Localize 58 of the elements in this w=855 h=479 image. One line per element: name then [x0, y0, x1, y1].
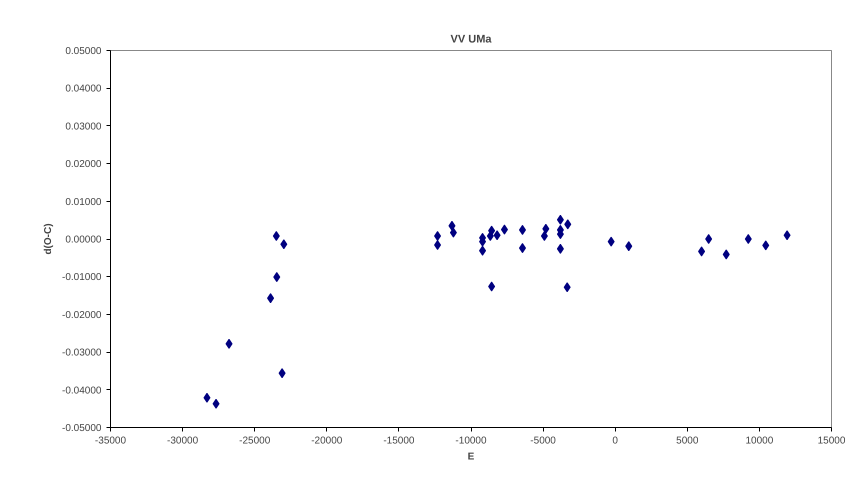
x-tick-label: 0 [612, 436, 618, 446]
y-tick-label: -0.03000 [62, 348, 102, 359]
point [625, 241, 632, 252]
y-tick-label: 0.05000 [65, 46, 102, 57]
y-tick-label: 0.02000 [65, 159, 102, 170]
point [564, 282, 571, 292]
y-tick-label: 0.03000 [65, 121, 102, 132]
point [698, 246, 706, 256]
y-tick-label: 0.01000 [65, 196, 102, 208]
x-tick-label: -25000 [239, 436, 271, 446]
chart-title: VV UMa [450, 34, 492, 46]
point [556, 244, 564, 254]
x-tick-label: -20000 [311, 436, 343, 446]
point [762, 240, 770, 250]
x-tick-label: -35000 [94, 436, 127, 446]
point [518, 243, 526, 254]
point [434, 230, 442, 241]
y-tick-label: -0.02000 [62, 310, 102, 321]
point [448, 220, 456, 231]
point [434, 240, 442, 250]
point [540, 230, 548, 241]
point [556, 214, 564, 225]
y-axis-title: d(O-C) [43, 223, 54, 255]
y-tick-label: 0.04000 [65, 84, 102, 95]
point [518, 224, 526, 235]
point [450, 228, 457, 238]
point [280, 239, 288, 250]
x-tick-label: -5000 [530, 436, 556, 446]
point [267, 293, 274, 304]
point [486, 230, 494, 241]
point [705, 234, 712, 244]
y-tick-label: -0.05000 [62, 423, 102, 434]
point [564, 219, 572, 230]
point [608, 236, 615, 247]
point [488, 282, 496, 292]
point [722, 249, 730, 260]
point [272, 230, 280, 241]
point [203, 392, 210, 403]
x-tick-label: -10000 [455, 436, 488, 446]
point [542, 224, 550, 234]
y-tick-label: -0.01000 [62, 272, 102, 284]
point [479, 246, 486, 256]
point [212, 398, 220, 409]
x-tick-label: -15000 [383, 436, 415, 446]
y-tick-label: -0.04000 [62, 385, 102, 396]
x-axis-title: E [468, 452, 475, 462]
point [784, 230, 791, 240]
point [278, 368, 286, 378]
x-tick-label: 15000 [818, 436, 846, 446]
y-tick-label: 0.00000 [65, 234, 102, 246]
x-tick-label: 5000 [676, 436, 699, 446]
point [500, 224, 508, 235]
x-tick-label: -30000 [167, 436, 199, 446]
point [226, 338, 233, 349]
x-tick-label: 10000 [745, 436, 774, 446]
point [744, 234, 752, 244]
point [273, 272, 280, 282]
point [494, 230, 501, 240]
